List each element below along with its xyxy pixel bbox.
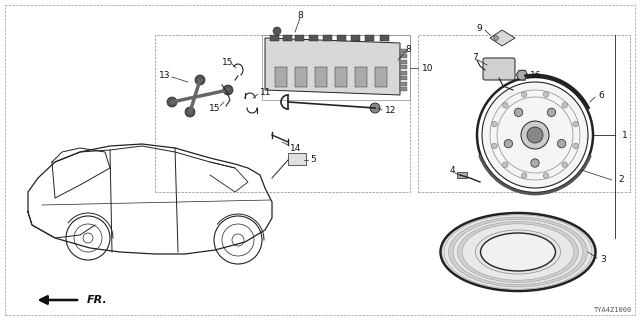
Text: 15: 15 [222, 58, 234, 67]
Bar [375, 67, 387, 87]
Bar [400, 60, 407, 63]
Text: 4: 4 [449, 165, 455, 174]
Ellipse shape [449, 217, 588, 287]
Bar [335, 67, 347, 87]
Circle shape [502, 102, 508, 108]
FancyBboxPatch shape [483, 58, 515, 80]
Circle shape [502, 162, 508, 167]
Bar [457, 172, 467, 178]
Text: 7: 7 [472, 53, 477, 62]
Text: 5: 5 [310, 156, 316, 164]
Circle shape [543, 92, 548, 97]
Bar [337, 35, 346, 41]
Bar [400, 87, 407, 91]
Circle shape [167, 97, 177, 107]
Circle shape [531, 159, 540, 167]
Text: 8: 8 [405, 45, 411, 54]
Bar [315, 67, 327, 87]
Text: 11: 11 [260, 87, 271, 97]
Circle shape [223, 85, 233, 95]
Bar [309, 35, 318, 41]
Circle shape [562, 102, 568, 108]
Circle shape [492, 121, 497, 127]
Circle shape [492, 143, 497, 149]
Circle shape [185, 107, 195, 117]
Text: 3: 3 [600, 255, 605, 265]
Bar [283, 35, 292, 41]
Ellipse shape [453, 219, 583, 285]
Text: 12: 12 [385, 106, 396, 115]
Circle shape [517, 70, 527, 80]
Text: 15: 15 [209, 103, 221, 113]
Text: FR.: FR. [87, 295, 108, 305]
Circle shape [195, 75, 205, 85]
Circle shape [273, 27, 281, 35]
Bar [418, 35, 630, 192]
Text: 6: 6 [598, 91, 604, 100]
Text: 2: 2 [618, 175, 623, 185]
Text: TYA4Z1000: TYA4Z1000 [594, 307, 632, 313]
Bar [295, 67, 307, 87]
Bar [380, 35, 389, 41]
Bar [355, 67, 367, 87]
Ellipse shape [444, 215, 592, 289]
Polygon shape [490, 30, 515, 46]
Bar [365, 35, 374, 41]
Circle shape [504, 140, 513, 148]
Ellipse shape [481, 233, 556, 271]
Circle shape [543, 173, 548, 178]
Bar [275, 67, 287, 87]
Circle shape [515, 108, 523, 116]
Bar [270, 35, 279, 41]
Text: 13: 13 [159, 70, 171, 79]
Bar [400, 82, 407, 85]
Text: 8: 8 [297, 11, 303, 20]
Circle shape [562, 162, 568, 167]
Text: 9: 9 [476, 23, 482, 33]
Circle shape [522, 173, 527, 178]
Circle shape [557, 140, 566, 148]
Ellipse shape [462, 224, 574, 280]
Bar [262, 35, 410, 100]
Text: 16: 16 [530, 70, 541, 79]
Bar [288, 153, 306, 165]
Circle shape [527, 127, 543, 143]
Text: 10: 10 [422, 63, 433, 73]
Bar [400, 54, 407, 58]
Circle shape [521, 121, 549, 149]
Circle shape [522, 92, 527, 97]
Bar [400, 76, 407, 80]
Ellipse shape [458, 221, 579, 283]
Bar [295, 35, 304, 41]
Bar [400, 65, 407, 69]
Bar [400, 49, 407, 52]
Bar [155, 35, 410, 192]
Circle shape [482, 82, 588, 188]
Ellipse shape [440, 213, 595, 291]
Circle shape [547, 108, 556, 116]
Text: 1: 1 [622, 131, 628, 140]
Circle shape [370, 103, 380, 113]
Bar [351, 35, 360, 41]
Circle shape [493, 36, 499, 41]
Bar [323, 35, 332, 41]
Text: 14: 14 [290, 143, 301, 153]
Circle shape [573, 121, 579, 127]
Bar [400, 70, 407, 75]
Circle shape [573, 143, 579, 149]
Polygon shape [265, 38, 400, 95]
